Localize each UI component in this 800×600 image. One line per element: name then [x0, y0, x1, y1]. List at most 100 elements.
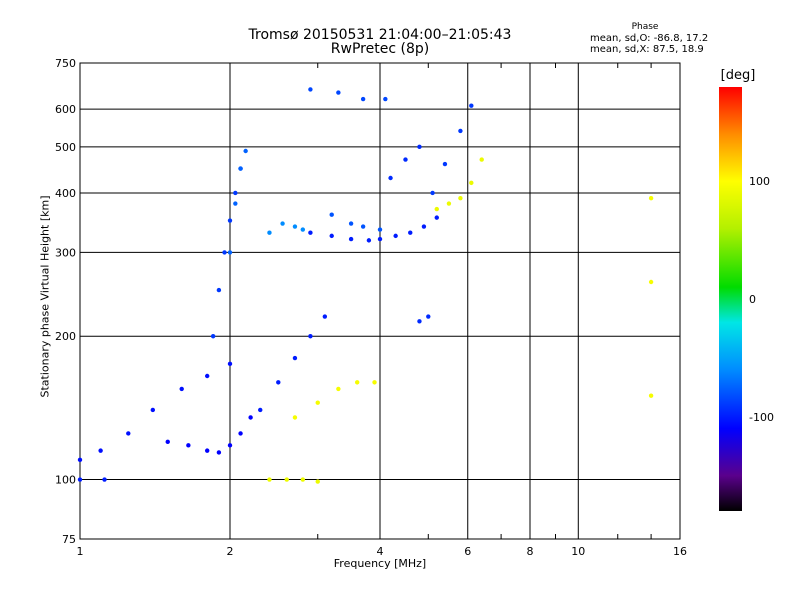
data-point	[292, 355, 298, 361]
x-tick-label: 8	[527, 545, 534, 558]
data-point	[238, 431, 243, 436]
data-point	[227, 218, 233, 223]
data-point	[372, 380, 377, 385]
data-point	[248, 415, 253, 420]
data-point	[426, 314, 431, 319]
colorbar-tick-label: 0	[749, 293, 756, 306]
data-point	[366, 238, 372, 243]
data-point	[308, 230, 313, 235]
data-point	[238, 166, 243, 171]
data-point	[280, 221, 285, 226]
data-point	[165, 439, 170, 445]
data-point	[442, 161, 448, 167]
data-point	[315, 479, 320, 484]
data-point	[102, 477, 107, 482]
data-point	[434, 206, 439, 212]
data-point	[227, 443, 233, 448]
data-point	[179, 386, 184, 392]
data-point	[300, 227, 306, 232]
data-point	[336, 386, 341, 392]
data-point	[308, 87, 313, 92]
data-point	[469, 180, 474, 186]
y-tick-label: 400	[55, 187, 76, 200]
data-point	[233, 201, 238, 206]
data-point	[126, 431, 131, 436]
data-point	[348, 221, 354, 226]
data-point	[77, 457, 83, 463]
data-point	[648, 279, 654, 285]
data-point	[417, 319, 422, 324]
data-point	[216, 287, 222, 293]
data-point	[204, 448, 210, 453]
x-tick-label: 4	[377, 545, 384, 558]
data-point	[446, 201, 452, 206]
data-point	[360, 96, 366, 102]
y-tick-label: 500	[55, 141, 76, 154]
data-point	[377, 236, 383, 242]
colorbar	[719, 87, 742, 511]
data-point	[300, 477, 306, 482]
data-point	[383, 96, 388, 102]
data-point	[469, 103, 474, 108]
data-point	[348, 236, 354, 242]
x-tick-label: 6	[464, 545, 471, 558]
data-point	[322, 314, 328, 319]
data-point	[393, 233, 398, 239]
data-point	[308, 334, 313, 339]
data-point	[329, 212, 334, 217]
data-point	[421, 224, 427, 229]
y-tick-label: 600	[55, 103, 76, 116]
data-point	[315, 400, 320, 405]
data-point	[77, 477, 83, 482]
data-point	[227, 361, 233, 367]
data-point	[276, 380, 281, 385]
y-tick-label: 200	[55, 330, 76, 343]
data-point	[434, 215, 439, 220]
data-point	[377, 227, 383, 232]
phase-o-stats: mean, sd,O: -86.8, 17.2	[590, 33, 709, 44]
data-point	[360, 224, 366, 229]
y-tick-label: 300	[55, 246, 76, 259]
x-axis-label: Frequency [MHz]	[333, 557, 427, 570]
y-tick-label: 750	[55, 57, 76, 70]
data-point	[648, 195, 654, 201]
data-point	[336, 90, 341, 95]
data-point	[227, 250, 233, 255]
data-point	[150, 407, 156, 413]
data-point	[243, 148, 248, 154]
data-point	[210, 334, 216, 339]
data-point	[354, 380, 360, 385]
colorbar-tick-label: -100	[749, 411, 774, 424]
y-tick-label: 100	[55, 474, 76, 487]
data-point	[388, 175, 393, 181]
data-point	[329, 233, 334, 239]
data-point	[648, 393, 654, 398]
x-tick-label: 2	[227, 545, 234, 558]
colorbar-tick-label: 100	[749, 175, 770, 188]
data-point	[284, 477, 289, 482]
data-point	[408, 230, 413, 235]
chart-subtitle: RwPretec (8p)	[330, 41, 430, 57]
data-point	[98, 448, 103, 453]
data-point	[216, 450, 222, 455]
phase-x-stats: mean, sd,X: 87.5, 18.9	[590, 44, 704, 55]
data-point	[292, 415, 298, 420]
data-point	[292, 224, 298, 229]
data-point	[204, 373, 210, 379]
chart-title: Tromsø 20150531 21:04:00–21:05:43	[248, 27, 512, 43]
data-point	[258, 407, 263, 413]
phase-legend-title: Phase	[631, 22, 659, 32]
data-point	[186, 443, 191, 448]
colorbar-title: [deg]	[720, 68, 756, 83]
data-point	[417, 144, 422, 150]
data-point	[222, 250, 227, 255]
data-point	[458, 195, 463, 201]
data-point	[267, 477, 272, 482]
data-point	[267, 230, 272, 235]
x-tick-label: 16	[673, 545, 687, 558]
data-point	[479, 157, 484, 162]
x-tick-label: 1	[77, 545, 84, 558]
data-point	[233, 190, 238, 196]
data-point	[430, 190, 435, 196]
